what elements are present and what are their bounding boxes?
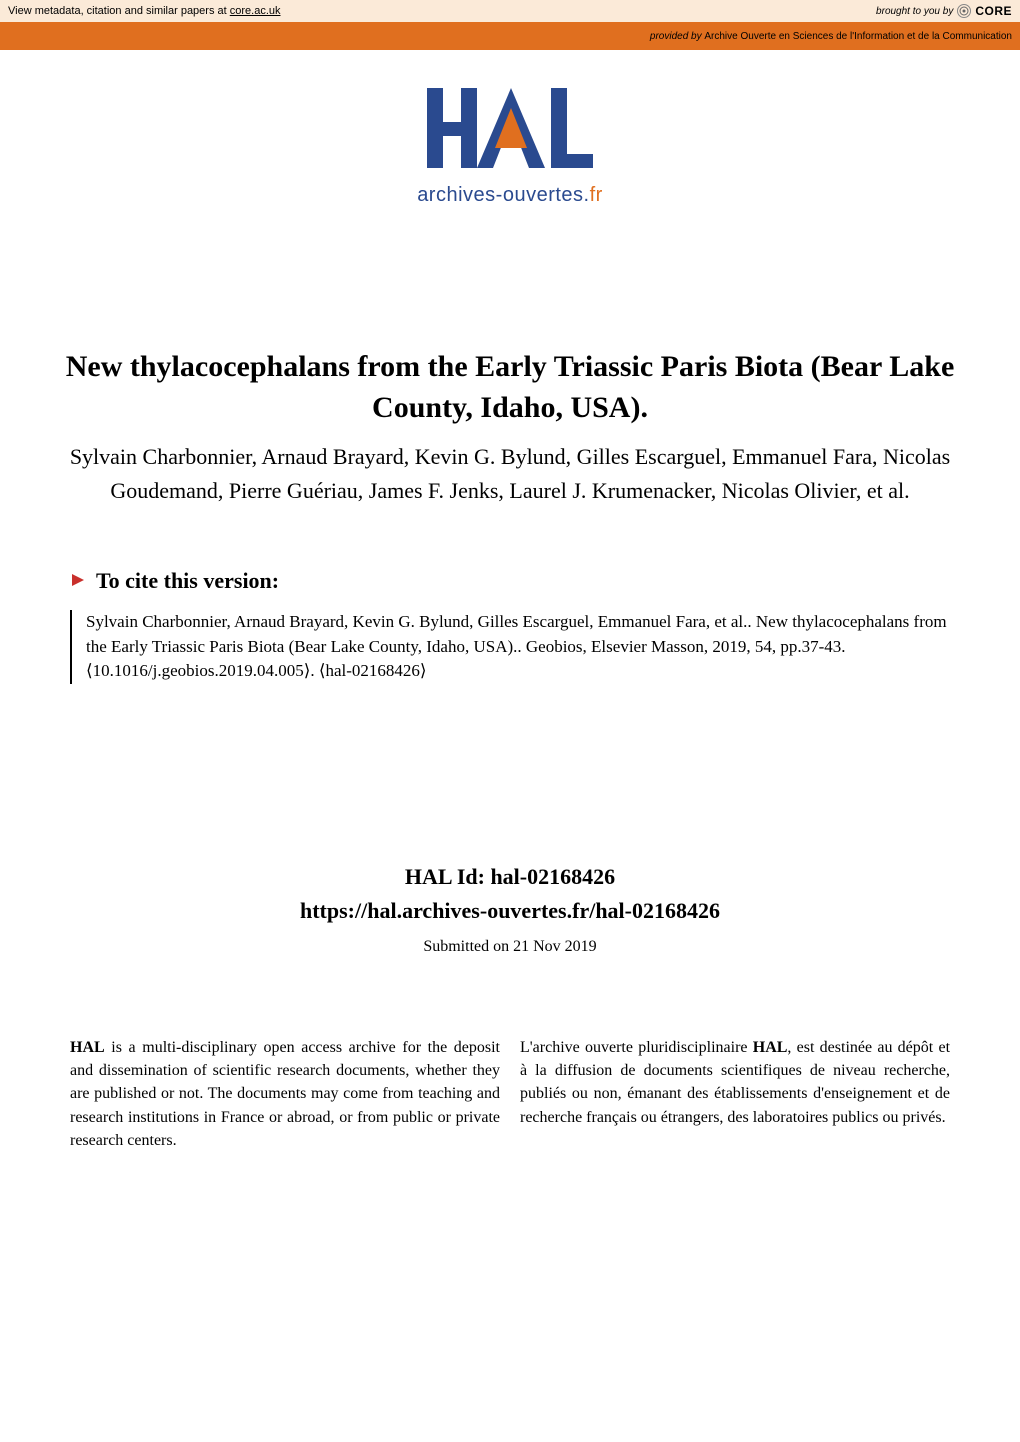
citation-heading-text: To cite this version: [96, 568, 279, 594]
desc-fr-lead: HAL [753, 1039, 788, 1056]
citation-heading: To cite this version: [70, 568, 950, 594]
description-columns: HAL is a multi-disciplinary open access … [0, 1036, 1020, 1152]
hal-id-block: HAL Id: hal-02168426 https://hal.archive… [0, 864, 1020, 956]
logo-subtitle-suffix: fr [590, 184, 603, 206]
banner-metadata-text: View metadata, citation and similar pape… [8, 5, 281, 17]
provided-by-source: Archive Ouverte en Sciences de l'Informa… [704, 31, 1012, 42]
brought-by-text: brought to you by [876, 6, 953, 17]
banner-bottom-row: provided by Archive Ouverte en Sciences … [0, 22, 1020, 50]
desc-fr-pre: L'archive ouverte pluridisciplinaire [520, 1039, 753, 1056]
paper-title: New thylacocephalans from the Early Tria… [60, 347, 960, 428]
banner-top-row: View metadata, citation and similar pape… [0, 0, 1020, 22]
core-icon [957, 4, 971, 18]
hal-logo: archives-ouvertes.fr [0, 80, 1020, 207]
desc-en-lead: HAL [70, 1039, 105, 1056]
description-french: L'archive ouverte pluridisciplinaire HAL… [520, 1036, 950, 1152]
banner-left-prefix: View metadata, citation and similar pape… [8, 5, 230, 17]
triangle-icon [70, 568, 86, 594]
hal-logo-subtitle: archives-ouvertes.fr [0, 184, 1020, 207]
hal-id-url[interactable]: https://hal.archives-ouvertes.fr/hal-021… [0, 898, 1020, 924]
citation-text: Sylvain Charbonnier, Arnaud Brayard, Kev… [70, 610, 950, 684]
hal-logo-svg [425, 80, 595, 175]
core-label: CORE [975, 4, 1012, 18]
citation-block: To cite this version: Sylvain Charbonnie… [0, 568, 1020, 684]
hal-url-link[interactable]: https://hal.archives-ouvertes.fr/hal-021… [300, 898, 720, 923]
desc-en-body: is a multi-disciplinary open access arch… [70, 1039, 500, 1149]
core-banner: View metadata, citation and similar pape… [0, 0, 1020, 50]
title-block: New thylacocephalans from the Early Tria… [0, 347, 1020, 508]
logo-subtitle-main: archives-ouvertes. [417, 184, 589, 206]
core-source-link[interactable]: core.ac.uk [230, 5, 281, 17]
description-english: HAL is a multi-disciplinary open access … [70, 1036, 500, 1152]
banner-brought-by: brought to you by CORE [876, 4, 1012, 18]
submitted-date: Submitted on 21 Nov 2019 [0, 938, 1020, 956]
paper-authors: Sylvain Charbonnier, Arnaud Brayard, Kev… [60, 440, 960, 508]
hal-id-label: HAL Id: hal-02168426 [0, 864, 1020, 890]
provided-by-prefix: provided by [650, 31, 702, 42]
